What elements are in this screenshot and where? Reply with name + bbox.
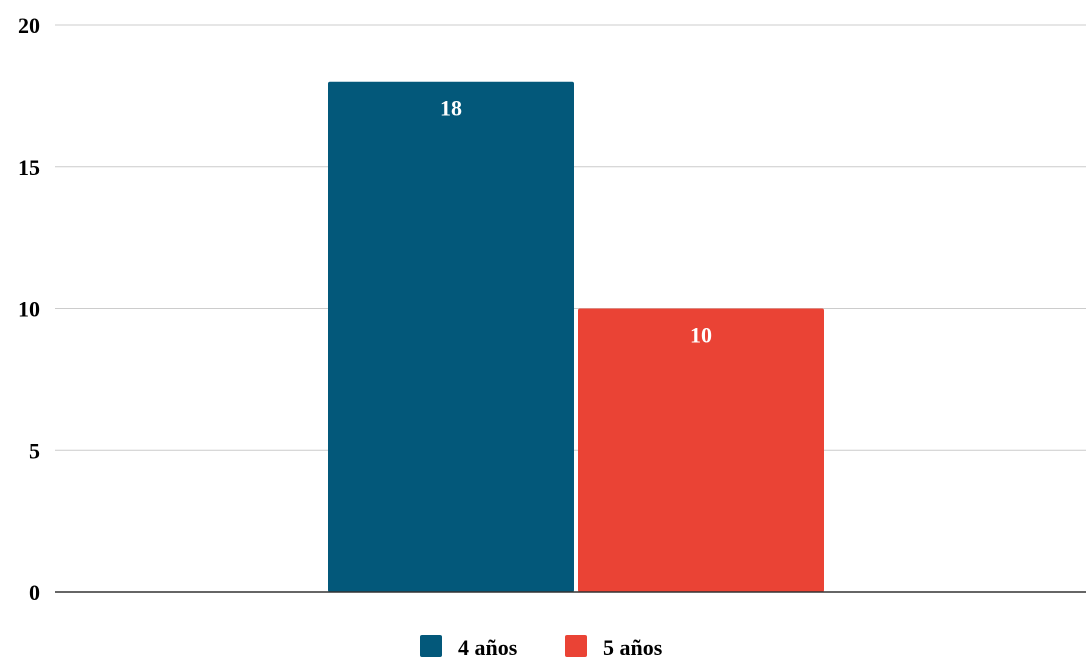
y-axis-tick-labels: 0 5 10 15 20 — [18, 13, 40, 605]
y-tick-label: 10 — [18, 297, 40, 322]
y-tick-label: 5 — [29, 438, 40, 463]
y-tick-label: 15 — [18, 155, 40, 180]
data-label: 18 — [440, 96, 462, 121]
data-label: 10 — [690, 323, 712, 348]
y-tick-label: 0 — [29, 580, 40, 605]
legend-label: 5 años — [603, 635, 663, 659]
legend-swatch — [420, 635, 442, 657]
bar — [578, 308, 824, 592]
y-tick-label: 20 — [18, 13, 40, 38]
bar — [328, 81, 574, 592]
legend-swatch — [565, 635, 587, 657]
legend: 4 años 5 años — [420, 635, 663, 659]
legend-label: 4 años — [458, 635, 518, 659]
